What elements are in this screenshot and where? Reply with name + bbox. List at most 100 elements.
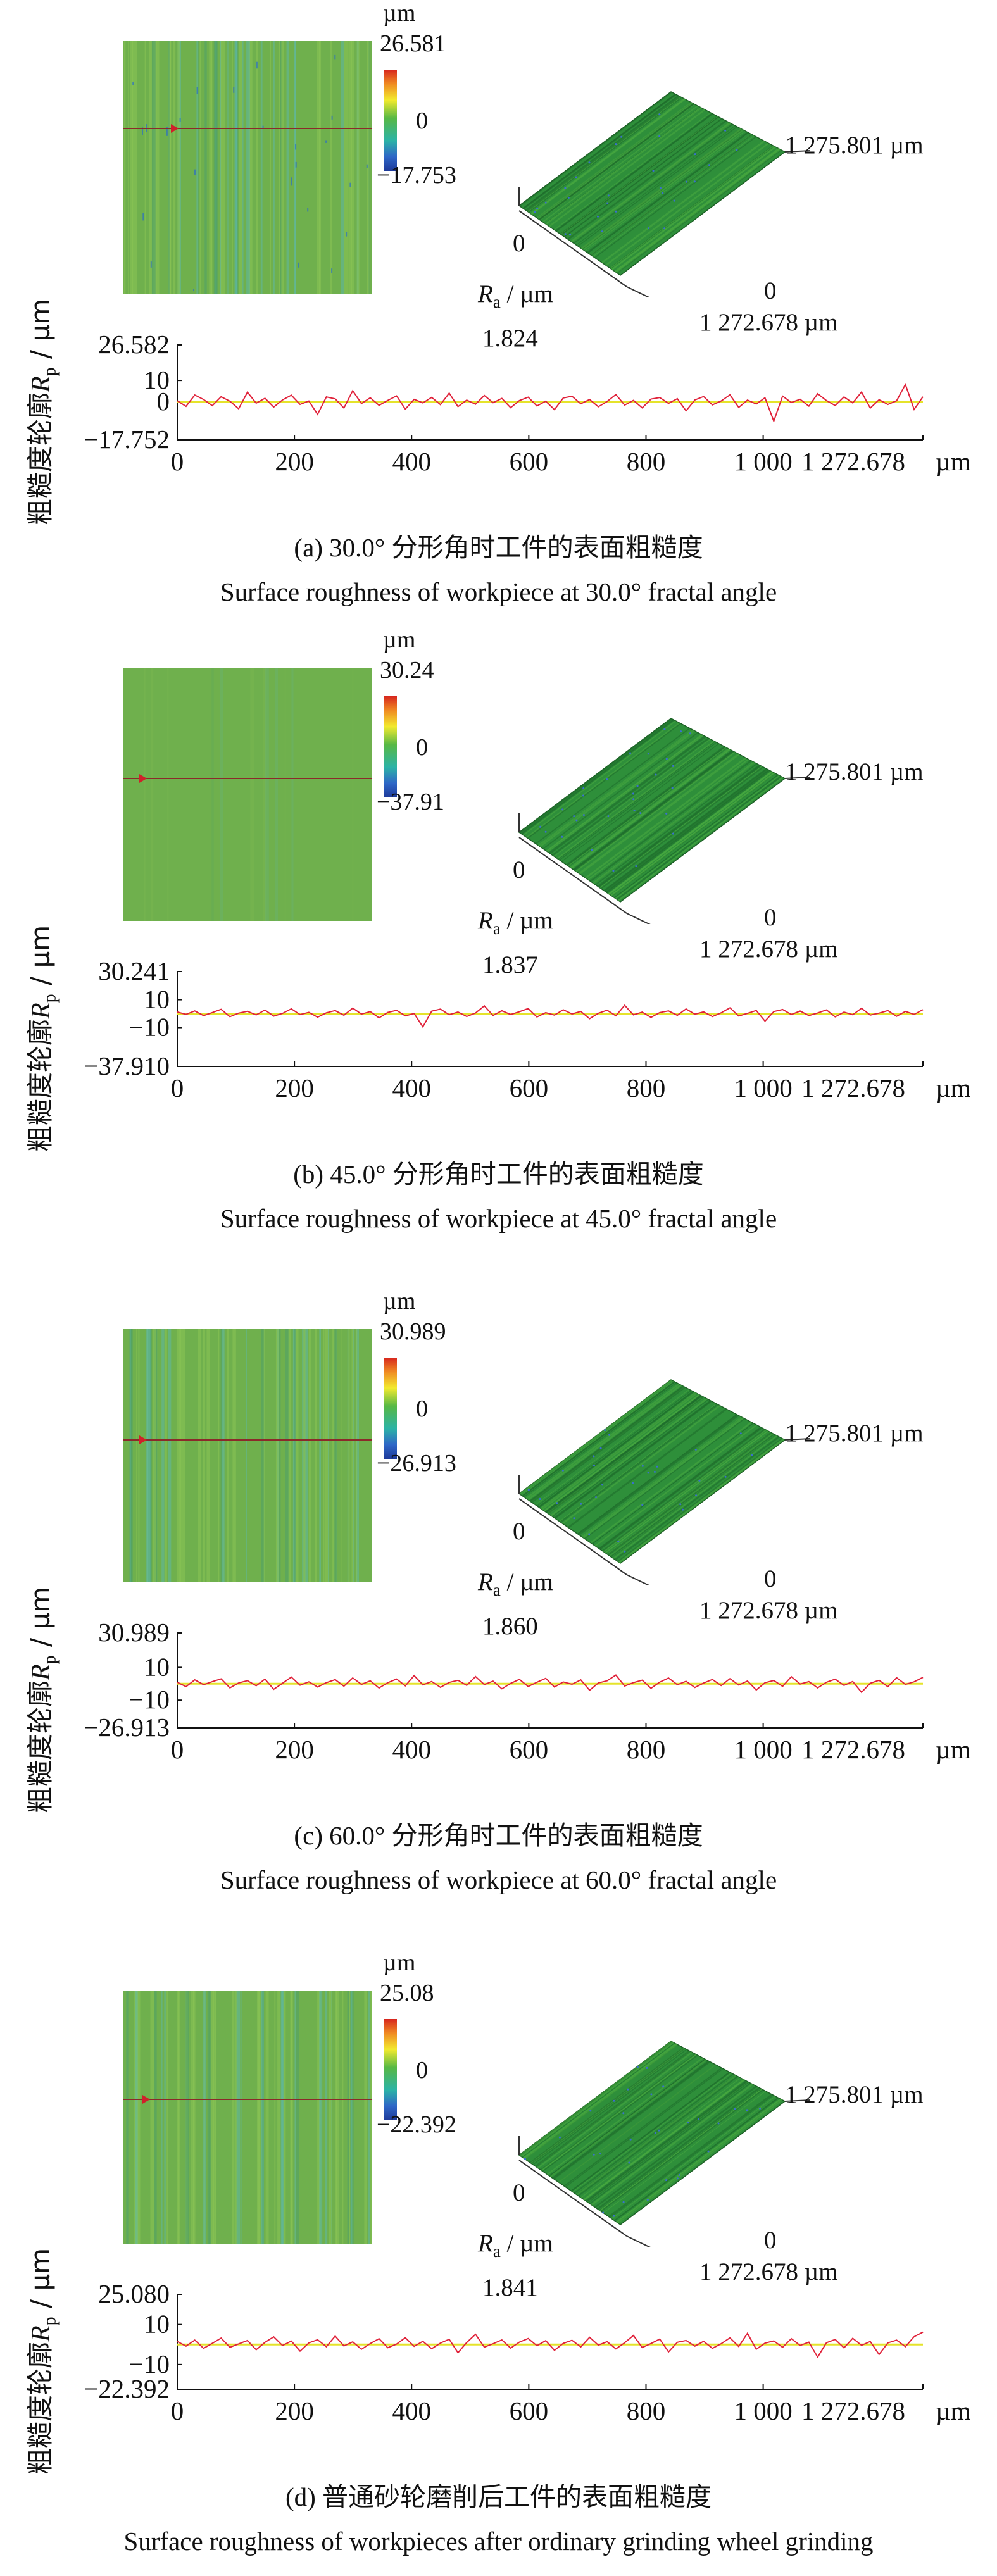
profile-series-line <box>177 1004 924 1029</box>
ra-symbol: R <box>478 2230 493 2257</box>
surface-3d-speck <box>656 1465 658 1468</box>
surface-3d-ridge <box>548 735 706 854</box>
map-streak <box>347 1329 350 1582</box>
surface-3d-ridge <box>589 2082 751 2204</box>
surface-3d-ridge <box>608 2094 773 2218</box>
map-streak <box>239 41 242 294</box>
profile-y-min-label: −37.910 <box>84 1051 170 1080</box>
surface-3d-speck <box>698 1479 701 1482</box>
y-axis-label-prefix: 粗糙度轮廓 <box>25 1018 56 1152</box>
ra-symbol: R <box>478 280 493 308</box>
surface-3d-ridge <box>527 722 681 839</box>
ra-label: Ra / µm <box>478 1570 553 1599</box>
surface-2d-map <box>123 668 372 921</box>
map-streak <box>198 1329 201 1582</box>
map-speck <box>262 125 264 129</box>
surface-3d-speck <box>658 113 661 116</box>
surface-3d-speck <box>617 1541 620 1543</box>
map-streak <box>182 1329 185 1582</box>
map-streak <box>220 1329 223 1582</box>
surface-3d-speck <box>708 164 710 166</box>
surface-3d-origin-right: 0 <box>764 2227 777 2254</box>
profile-x-tick-label: 600 <box>510 447 549 476</box>
surface-3d-speck <box>622 2201 625 2203</box>
map-streak <box>291 668 294 921</box>
surface-3d-origin-left: 0 <box>513 856 525 884</box>
surface-3d-speck <box>588 1533 591 1535</box>
profile-x-tick-label: 600 <box>510 2396 549 2425</box>
surface-3d-ridge <box>560 116 718 235</box>
map-profile-marker <box>139 1435 147 1444</box>
surface-3d-speck <box>582 794 584 797</box>
surface-3d-ridge <box>586 2080 748 2203</box>
surface-3d-ridge <box>617 149 782 274</box>
surface-3d-origin-left: 0 <box>513 230 525 257</box>
map-streak <box>356 41 360 294</box>
surface-3d-ridge <box>575 125 736 246</box>
map-speck <box>166 127 168 136</box>
map-streak <box>351 1991 353 2244</box>
surface-3d-y-axis <box>784 150 811 153</box>
surface-3d-ridge <box>618 777 783 901</box>
profile-x-tick-label: 1 000 <box>734 447 792 476</box>
surface-3d-ridge <box>603 1429 767 1553</box>
roughness-profile-plot: 30.989 −26.913 10 −100 200 400 600 800 1 000 1 27… <box>84 1623 971 1764</box>
caption-english: Surface roughness of workpieces after or… <box>123 2527 874 2556</box>
surface-3d-speck <box>633 809 636 811</box>
map-speck <box>179 118 181 122</box>
map-streak <box>315 1329 317 1582</box>
surface-3d-ridge <box>548 109 706 227</box>
map-streak <box>198 41 199 294</box>
surface-3d-ridge <box>594 1424 757 1547</box>
surface-3d-speck <box>593 2153 595 2156</box>
surface-3d-ridge <box>525 95 679 211</box>
map-streak <box>330 41 333 294</box>
surface-3d-ridge <box>529 2047 684 2163</box>
y-axis-label: 粗糙度轮廓Rp / µm <box>19 2248 60 2475</box>
map-streak <box>248 41 253 294</box>
surface-3d-speck <box>663 227 665 230</box>
map-background <box>123 668 372 921</box>
map-streak <box>303 1329 306 1582</box>
surface-3d-ridge <box>603 2091 767 2213</box>
profile-y-max-label: 25.080 <box>98 2285 170 2308</box>
ra-unit: / µm <box>500 907 553 934</box>
colorbar-max-label: 30.24 <box>380 657 434 684</box>
map-speck <box>150 261 152 268</box>
surface-3d-speck <box>632 1482 634 1484</box>
surface-3d-ridge <box>614 2097 779 2221</box>
map-streak <box>168 1329 172 1582</box>
y-axis-label-prefix: 粗糙度轮廓 <box>25 2341 56 2475</box>
map-streak <box>179 1329 182 1582</box>
surface-3d-ridge <box>571 749 731 869</box>
surface-3d-origin-right: 0 <box>764 277 777 304</box>
surface-3d-speck <box>524 2158 526 2160</box>
caption-chinese: (a) 30.0° 分形角时工件的表面粗糙度 <box>294 533 703 562</box>
map-streak <box>130 1329 131 1582</box>
y-axis-label-sub: p <box>40 1655 60 1665</box>
profile-x-unit: µm <box>936 1735 971 1764</box>
colorbar <box>384 1358 397 1459</box>
surface-3d-ridge <box>613 774 779 898</box>
surface-3d-speck <box>593 1464 595 1466</box>
y-axis-label-var: R <box>27 2325 56 2342</box>
surface-3d-ridge <box>598 765 761 887</box>
surface-3d-ridge <box>607 1432 772 1556</box>
surface-3d-ridge <box>582 128 744 251</box>
surface-3d-x-axis <box>518 2160 627 2237</box>
surface-3d-speck <box>653 1470 656 1473</box>
surface-3d-ridge <box>537 2051 693 2169</box>
caption-english: Surface roughness of workpiece at 60.0° … <box>220 1865 777 1894</box>
surface-3d-ridge <box>547 1396 704 1514</box>
surface-3d-ridge <box>559 1403 717 1522</box>
surface-3d-speck <box>707 2150 710 2153</box>
surface-3d-speck <box>632 798 635 801</box>
surface-3d-ridge <box>522 1381 675 1497</box>
surface-3d-ridge <box>577 2075 738 2197</box>
map-streak <box>203 1991 206 2244</box>
ra-symbol: R <box>478 1568 493 1596</box>
map-streak <box>166 1991 168 2244</box>
surface-3d-ridge <box>560 1404 718 1523</box>
surface-3d-ridge <box>574 2073 734 2194</box>
map-streak <box>232 1329 236 1582</box>
